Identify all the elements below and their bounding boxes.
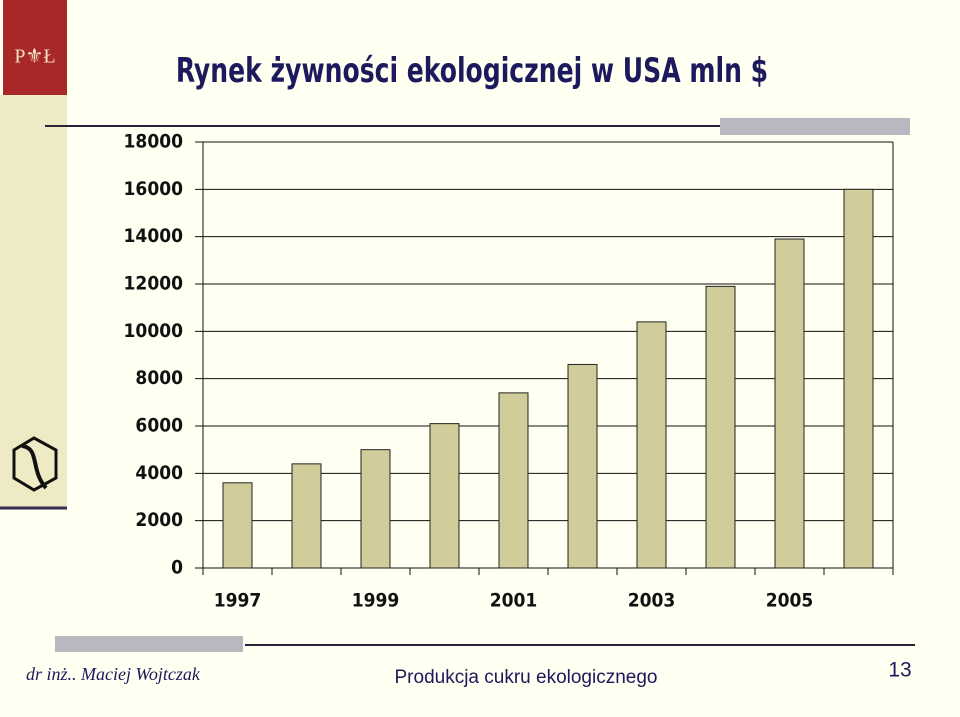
y-tick-label: 4000 (135, 462, 183, 484)
y-tick-label: 8000 (135, 367, 183, 389)
logo-2-mark (21, 444, 48, 490)
y-tick-label: 2000 (135, 509, 183, 531)
subject: Produkcja cukru ekologicznego (395, 667, 658, 688)
bottom-bar (55, 636, 243, 652)
page-number: 13 (888, 659, 911, 682)
x-tick-label: 1997 (214, 590, 262, 612)
bar (705, 285, 736, 569)
y-tick-label: 6000 (135, 415, 183, 437)
x-tick-label: 2003 (628, 590, 676, 612)
logo (3, 0, 67, 95)
y-tick-label: 18000 (124, 131, 184, 153)
chart-title: Rynek żywności ekologicznej w USA mln $ (176, 51, 768, 90)
bar (498, 392, 529, 569)
side-strip (0, 95, 67, 510)
bar (636, 321, 667, 569)
x-tick-label: 2005 (766, 590, 814, 612)
x-tick-label: 1999 (352, 590, 400, 612)
bar (291, 463, 322, 569)
bar (774, 238, 805, 569)
y-tick-label: 12000 (124, 273, 184, 295)
bar (429, 423, 460, 569)
y-tick-label: 16000 (124, 178, 184, 200)
bar (567, 363, 598, 569)
x-tick-label: 2001 (490, 590, 538, 612)
bar (222, 482, 253, 569)
y-tick-label: 0 (171, 557, 183, 579)
y-tick-label: 14000 (124, 225, 184, 247)
logo-2 (12, 436, 58, 492)
top-bar (720, 118, 910, 135)
bar (360, 449, 391, 569)
bar (843, 188, 874, 569)
logo-mark: P⚜Ł (14, 46, 55, 68)
y-tick-label: 10000 (124, 320, 184, 342)
author: dr inż.. Maciej Wojtczak (26, 664, 201, 684)
